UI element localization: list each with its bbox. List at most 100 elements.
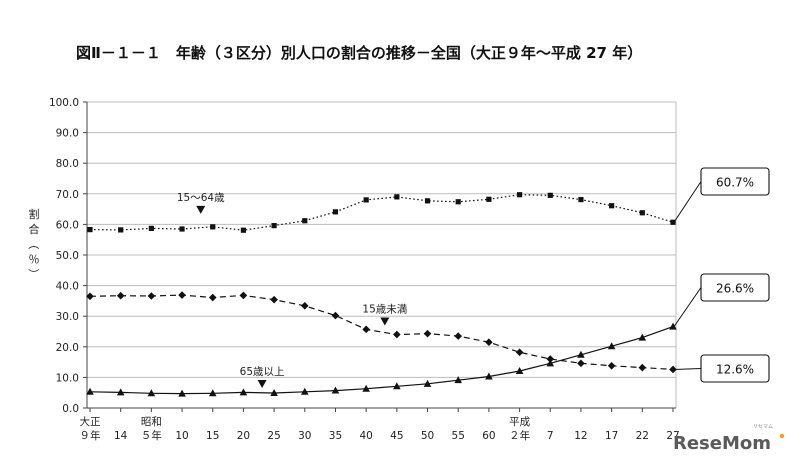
logo-subtext: リセマム [753, 424, 773, 430]
data-point [270, 295, 278, 304]
callout-value: 26.6% [716, 282, 754, 296]
data-point [362, 325, 370, 334]
callout-leader [673, 368, 702, 370]
y-tick-label: 50.0 [56, 250, 79, 262]
y-tick-label: 20.0 [56, 342, 79, 354]
data-point [179, 226, 185, 232]
data-point [516, 192, 523, 198]
x-tick-label: 60 [482, 430, 495, 442]
data-point [302, 218, 308, 224]
y-axis-label-char: 合 [29, 222, 40, 236]
resemom-logo: ReseMom リセマム [673, 424, 785, 454]
data-point [669, 365, 677, 374]
data-point [546, 355, 555, 363]
data-point [424, 198, 431, 204]
y-tick-label: 40.0 [56, 281, 79, 293]
data-point [577, 350, 585, 358]
data-point [363, 197, 369, 203]
annotation-marker [257, 380, 267, 389]
y-tick-label: 0.0 [62, 403, 79, 415]
data-point [300, 301, 309, 310]
x-tick-label: 昭和 [141, 416, 162, 428]
callout-value: 60.7% [716, 176, 754, 190]
data-point [331, 311, 340, 320]
data-point [485, 338, 493, 347]
chart-title: 図Ⅱ－１－１ 年齢（３区分）別人口の割合の推移－全国（大正９年～平成 27 年） [76, 44, 642, 62]
data-point [208, 389, 217, 397]
x-tick-label: 14 [114, 430, 128, 442]
y-tick-label: 30.0 [56, 311, 79, 323]
data-point [332, 209, 339, 215]
data-point [638, 333, 647, 341]
data-point [239, 388, 248, 396]
y-tick-label: 90.0 [56, 128, 79, 140]
series-line-0 [89, 194, 674, 231]
data-point [454, 332, 463, 340]
data-point [607, 342, 616, 350]
data-point [394, 194, 400, 200]
x-tick-label: 25 [267, 430, 280, 442]
y-tick-label: 80.0 [56, 158, 79, 170]
x-tick-label: 40 [359, 430, 372, 442]
data-point [147, 292, 156, 300]
annotation-marker [196, 205, 206, 214]
x-tick-label: 12 [574, 430, 587, 442]
callout-box [700, 167, 770, 196]
x-tick-label: 27 [666, 430, 679, 442]
data-point [300, 387, 309, 395]
data-point [362, 384, 370, 392]
logo-accent-dot [779, 433, 785, 439]
data-point [147, 389, 156, 397]
data-point [86, 292, 94, 301]
x-tick-label: 平成 [509, 416, 530, 428]
annotation-label: 65歳以上 [240, 366, 285, 378]
data-point [423, 379, 432, 387]
data-point [547, 192, 553, 198]
y-axis-label-char: ） [27, 269, 40, 280]
x-tick-label: 50 [421, 430, 434, 442]
data-point [116, 291, 125, 300]
x-tick-label: 20 [237, 430, 250, 442]
data-point [118, 227, 124, 233]
data-point [178, 291, 186, 299]
x-tick-label: 55 [452, 430, 465, 442]
y-axis-label-char: （ [27, 239, 40, 250]
callout-leader [673, 181, 702, 223]
logo-text: ReseMom [673, 433, 771, 454]
axes [83, 101, 676, 412]
x-tick-label: 45 [390, 430, 403, 442]
data-point [515, 366, 524, 374]
data-point [210, 224, 216, 230]
x-tick-label: 30 [298, 430, 311, 442]
y-tick-label: 70.0 [56, 189, 79, 201]
y-tick-label: 60.0 [56, 219, 79, 231]
annotation-label: 15～64歳 [177, 192, 225, 204]
gridlines [87, 101, 677, 408]
data-point [239, 291, 248, 300]
series-layer [86, 192, 677, 397]
data-point [577, 359, 585, 368]
callouts: 60.7% 26.6% 12.6% [673, 167, 770, 383]
data-point [393, 330, 401, 339]
x-tick-label: 22 [636, 430, 649, 442]
data-point [86, 387, 94, 395]
data-point [208, 293, 217, 302]
data-point [148, 225, 154, 231]
callout-box [700, 273, 770, 302]
data-point [639, 210, 645, 216]
data-point [515, 348, 524, 357]
callout-box [700, 354, 770, 383]
series-line-2 [89, 326, 674, 395]
y-axis-label-char: 割 [29, 207, 40, 221]
data-point [240, 227, 247, 233]
data-point [638, 363, 647, 372]
data-point [116, 388, 125, 396]
callout-leader [673, 287, 702, 327]
x-tick-label: 大正 [80, 415, 101, 428]
series-line-1 [89, 294, 674, 370]
y-tick-labels: 0.0 10.0 20.0 30.0 40.0 50.0 60.0 70.0 80.0 90.0 1… [49, 97, 79, 415]
data-point [486, 196, 492, 202]
data-point [546, 359, 555, 367]
x-tick-label: ９年 [80, 429, 101, 442]
